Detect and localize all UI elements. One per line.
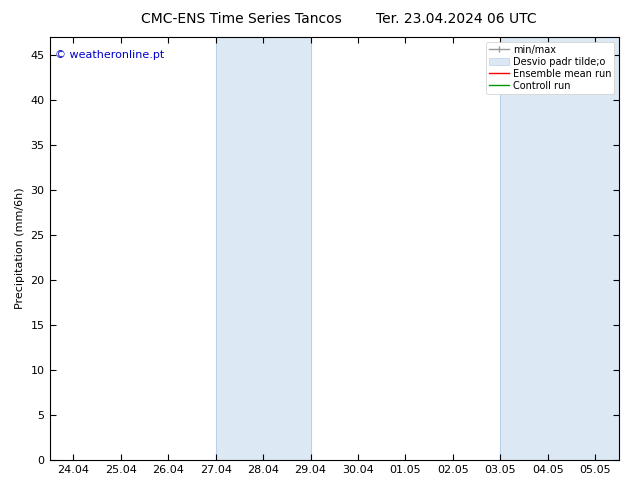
Legend: min/max, Desvio padr tilde;o, Ensemble mean run, Controll run: min/max, Desvio padr tilde;o, Ensemble m… <box>486 42 614 94</box>
Y-axis label: Precipitation (mm/6h): Precipitation (mm/6h) <box>15 188 25 309</box>
Text: Ter. 23.04.2024 06 UTC: Ter. 23.04.2024 06 UTC <box>376 12 537 26</box>
Text: CMC-ENS Time Series Tancos: CMC-ENS Time Series Tancos <box>141 12 341 26</box>
Bar <box>216 37 311 460</box>
Bar <box>500 37 634 460</box>
Text: © weatheronline.pt: © weatheronline.pt <box>55 50 164 60</box>
